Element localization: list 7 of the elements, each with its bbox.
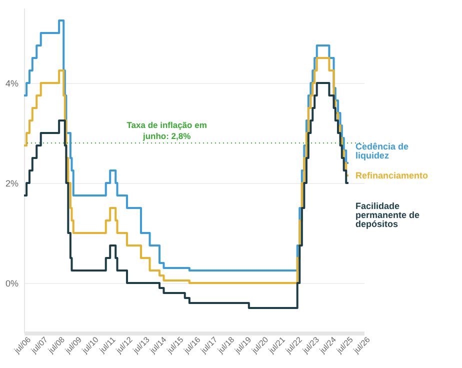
y-tick-label: 2% — [5, 178, 18, 188]
ref-line-label: Taxa de inflação em junho: 2,8% — [126, 120, 208, 141]
series-label: Refinanciamento — [355, 170, 428, 180]
y-tick-label: 4% — [5, 78, 18, 88]
text: Facilidade permanente de depósitos — [355, 201, 420, 229]
series-label: Cedência de liquidez — [355, 142, 408, 160]
y-tick-label: 0% — [5, 278, 18, 288]
